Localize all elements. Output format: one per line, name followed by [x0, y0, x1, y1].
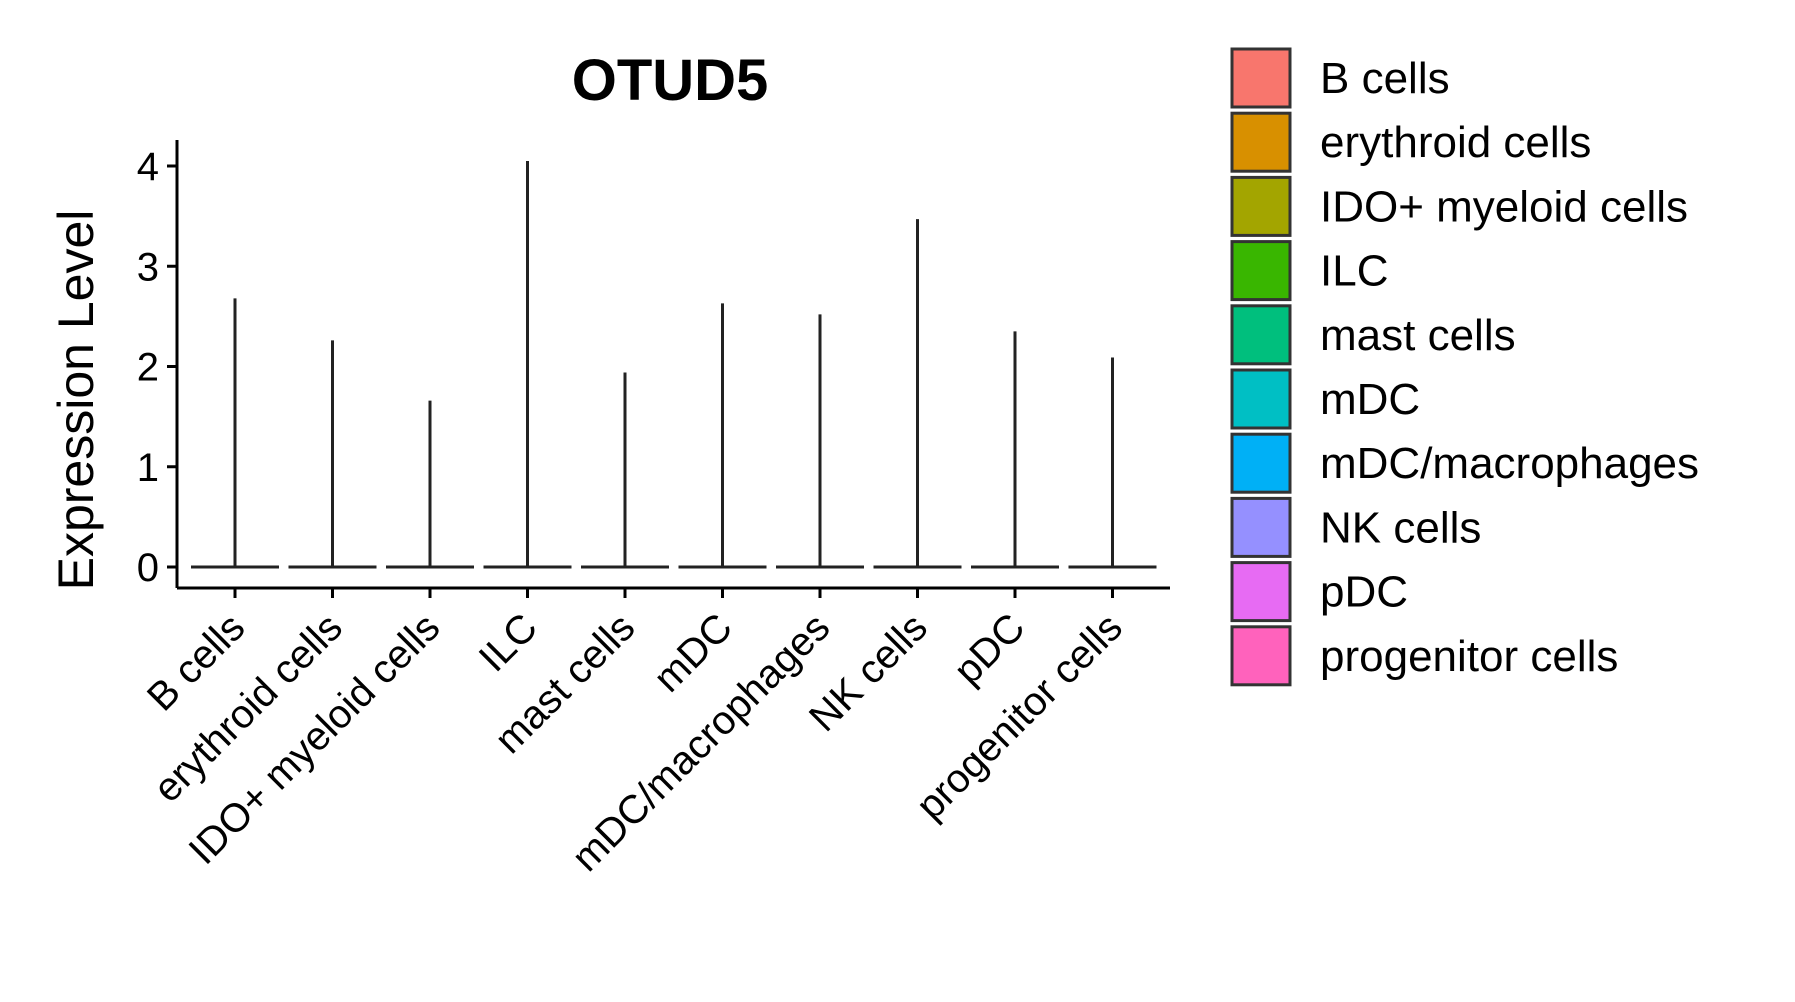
- legend-label: mDC/macrophages: [1320, 439, 1699, 488]
- y-tick-label: 3: [137, 245, 159, 289]
- violin-marks: [191, 160, 1157, 598]
- legend-label: mDC: [1320, 375, 1420, 424]
- legend-swatch: [1230, 432, 1292, 494]
- legend-label: mast cells: [1320, 311, 1516, 360]
- x-tick-label: pDC: [946, 605, 1034, 693]
- legend-swatch: [1230, 240, 1292, 302]
- legend-label: B cells: [1320, 54, 1450, 103]
- legend-label: IDO+ myeloid cells: [1320, 182, 1688, 231]
- legend-swatch: [1230, 111, 1292, 173]
- legend-swatch: [1230, 175, 1292, 237]
- legend-label: NK cells: [1320, 503, 1481, 552]
- legend-swatch: [1230, 496, 1292, 558]
- axes: 0 1 2 3 4: [137, 140, 1170, 590]
- legend-label: erythroid cells: [1320, 118, 1591, 167]
- legend-swatch: [1230, 47, 1292, 109]
- legend-swatch: [1230, 368, 1292, 430]
- legend-label: pDC: [1320, 568, 1408, 617]
- y-tick-label: 1: [137, 446, 159, 490]
- legend-label: ILC: [1320, 247, 1388, 296]
- legend: B cells erythroid cells IDO+ myeloid cells…: [1230, 47, 1699, 687]
- y-tick-label: 4: [137, 145, 159, 189]
- chart-title: OTUD5: [572, 48, 769, 113]
- x-tick-label: ILC: [471, 605, 546, 680]
- legend-swatch: [1230, 304, 1292, 366]
- y-axis-label: Expression Level: [48, 210, 104, 591]
- legend-swatch: [1230, 625, 1292, 687]
- y-tick-label: 2: [137, 346, 159, 390]
- y-tick-label: 0: [137, 546, 159, 590]
- legend-label: progenitor cells: [1320, 632, 1618, 681]
- legend-swatch: [1230, 561, 1292, 623]
